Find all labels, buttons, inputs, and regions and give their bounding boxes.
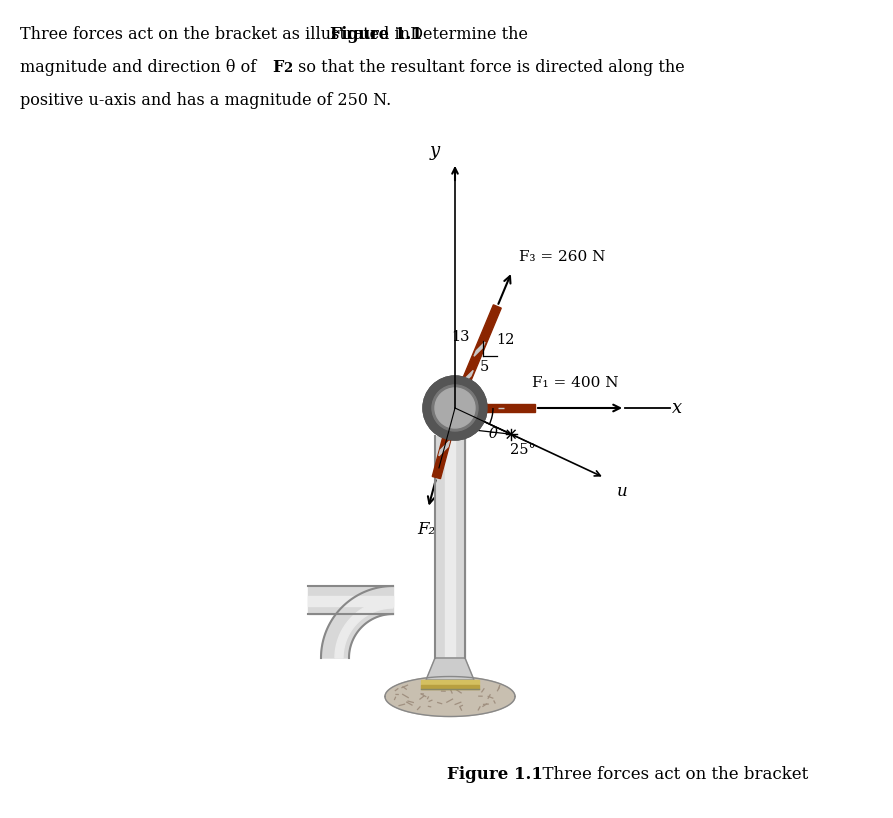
Text: so that the resultant force is directed along the: so that the resultant force is directed … [293, 59, 685, 76]
Bar [308, 586, 393, 614]
Circle shape [432, 385, 478, 431]
Text: F: F [272, 59, 283, 76]
Bar [445, 436, 455, 658]
Polygon shape [463, 371, 473, 384]
Text: x: x [672, 399, 682, 417]
Circle shape [435, 388, 475, 428]
Text: magnitude and direction θ of: magnitude and direction θ of [20, 59, 262, 76]
Text: Figure 1.1: Figure 1.1 [330, 26, 422, 43]
Text: 13: 13 [451, 330, 470, 344]
Text: F₃ = 260 N: F₃ = 260 N [519, 249, 605, 263]
Text: Three forces act on the bracket: Three forces act on the bracket [532, 766, 808, 783]
Text: θ: θ [488, 427, 497, 441]
Text: positive u-axis and has a magnitude of 250 N.: positive u-axis and has a magnitude of 2… [20, 92, 391, 109]
Circle shape [423, 376, 487, 440]
Text: u: u [616, 483, 627, 500]
Text: y: y [430, 142, 440, 160]
Circle shape [432, 385, 478, 431]
Ellipse shape [385, 676, 515, 717]
Text: F₂: F₂ [418, 521, 436, 538]
Polygon shape [444, 421, 455, 436]
Text: F₁ = 400 N: F₁ = 400 N [532, 376, 619, 390]
Text: 5: 5 [480, 360, 489, 374]
Bar [308, 596, 393, 605]
Circle shape [435, 388, 475, 428]
Bar [421, 685, 479, 689]
Polygon shape [451, 305, 501, 410]
Text: 25°: 25° [510, 443, 536, 457]
Text: Figure 1.1: Figure 1.1 [447, 766, 543, 783]
Polygon shape [438, 441, 449, 456]
Circle shape [423, 376, 487, 440]
Polygon shape [335, 600, 393, 658]
Text: 12: 12 [497, 333, 515, 347]
Polygon shape [432, 407, 459, 479]
Polygon shape [455, 404, 535, 412]
Polygon shape [321, 586, 393, 658]
Text: Three forces act on the bracket as illustrated in: Three forces act on the bracket as illus… [20, 26, 415, 43]
Bar [421, 680, 479, 685]
Bar [435, 436, 465, 658]
Text: . Determine the: . Determine the [400, 26, 528, 43]
Text: 2: 2 [283, 62, 292, 75]
Polygon shape [426, 658, 474, 680]
Polygon shape [474, 342, 485, 357]
